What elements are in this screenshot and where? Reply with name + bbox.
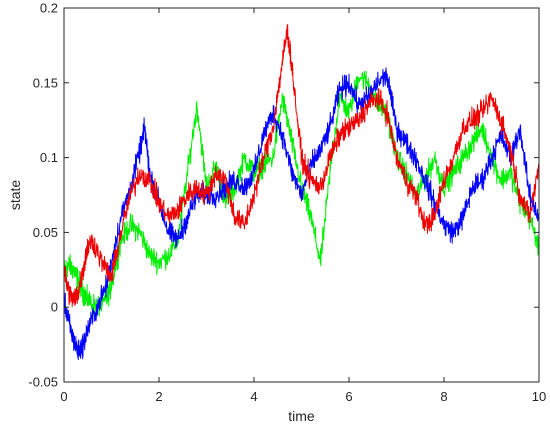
x-axis-title: time <box>288 408 315 424</box>
y-tick-label: 0.1 <box>40 150 58 165</box>
y-tick-label: 0.05 <box>33 225 58 240</box>
x-tick-label: 2 <box>155 389 162 404</box>
x-tick-label: 4 <box>250 389 257 404</box>
x-tick-label: 0 <box>60 389 67 404</box>
series-line <box>63 67 540 361</box>
x-tick-label: 8 <box>440 389 447 404</box>
y-tick-label: 0.15 <box>33 75 58 90</box>
y-tick-label: -0.05 <box>28 375 58 390</box>
x-tick-label: 10 <box>532 389 546 404</box>
y-tick-label: 0.2 <box>40 1 58 16</box>
series-line <box>63 24 540 308</box>
y-tick-label: 0 <box>51 300 58 315</box>
series-layer <box>63 24 540 361</box>
axes-frame <box>63 7 540 383</box>
x-tick-label: 6 <box>345 389 352 404</box>
y-axis-title: state <box>7 180 23 211</box>
series-line <box>63 70 540 317</box>
